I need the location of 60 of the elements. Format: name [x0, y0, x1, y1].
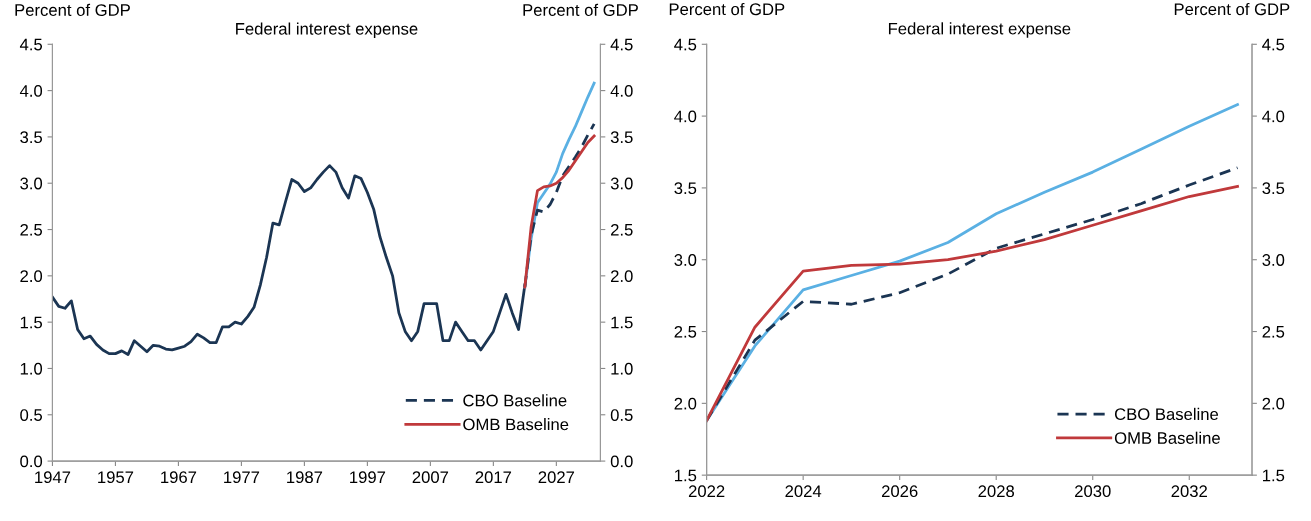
y-axis-title: Percent of GDP [669, 2, 785, 16]
y2-tick-label: 3.5 [1262, 182, 1285, 195]
y2-tick-label: 3.0 [610, 177, 633, 190]
x-tick-label: 1957 [98, 471, 134, 484]
y2-tick-label: 2.0 [611, 270, 633, 283]
y2-tick-label: 1.0 [611, 362, 633, 375]
line-series [706, 103, 1239, 422]
x-tick-label: 1977 [224, 471, 260, 484]
y-tick-label: 4.5 [19, 38, 43, 51]
y-tick-label: 1.5 [675, 469, 697, 482]
x-tick-label: 2030 [1075, 485, 1111, 498]
legend-label: CBO Baseline [1114, 407, 1219, 421]
x-tick-label: 2027 [538, 471, 575, 484]
y-tick-label: 2.0 [674, 397, 697, 410]
y2-tick-label: 4.5 [1262, 38, 1285, 51]
x-tick-label: 1947 [35, 471, 71, 484]
chart-title: Federal interest expense [236, 22, 418, 39]
y-tick-label: 3.0 [20, 177, 43, 190]
y-tick-label: 0.0 [20, 455, 43, 468]
y2-tick-label: 3.0 [1262, 254, 1285, 266]
x-tick-label: 2007 [412, 471, 449, 484]
y2-tick-label: 0.0 [610, 455, 633, 468]
y2-tick-label: 4.5 [610, 38, 633, 51]
y-tick-label: 3.5 [674, 182, 697, 195]
y-tick-label: 2.5 [20, 223, 43, 236]
y2-tick-label: 2.5 [611, 223, 633, 236]
legend-label: CBO Baseline [463, 394, 567, 407]
y2-tick-label: 1.5 [1263, 469, 1285, 482]
y2-axis-title: Percent of GDP [523, 3, 638, 16]
x-tick-label: 2022 [688, 485, 725, 498]
y-tick-label: 4.5 [674, 38, 697, 51]
y2-tick-label: 1.5 [611, 316, 633, 329]
y2-tick-label: 2.5 [1262, 325, 1285, 338]
y-tick-label: 3.0 [674, 254, 697, 266]
x-tick-label: 2026 [881, 485, 918, 498]
y2-tick-label: 4.0 [610, 85, 633, 97]
legend-label: OMB Baseline [1114, 431, 1220, 444]
y2-tick-label: 3.5 [610, 131, 633, 144]
y-tick-label: 4.0 [674, 110, 697, 123]
x-tick-label: 2032 [1171, 485, 1207, 498]
x-tick-label: 2028 [978, 485, 1015, 498]
y-tick-label: 2.5 [674, 325, 697, 338]
x-tick-label: 2017 [475, 471, 512, 484]
x-tick-label: 1987 [287, 471, 323, 484]
y-tick-label: 0.5 [20, 409, 43, 421]
y-tick-label: 2.0 [20, 270, 43, 283]
x-tick-label: 2024 [785, 485, 822, 498]
x-tick-label: 1967 [161, 471, 197, 484]
chart-title: Federal interest expense [888, 22, 1071, 38]
legend-label: OMB Baseline [463, 418, 569, 431]
x-tick-label: 1997 [350, 471, 386, 484]
y2-tick-label: 4.0 [1262, 110, 1285, 123]
y-tick-label: 3.5 [20, 131, 43, 144]
y-tick-label: 1.5 [20, 316, 43, 329]
y-tick-label: 1.0 [20, 362, 43, 375]
y2-tick-label: 2.0 [1262, 397, 1285, 410]
y-tick-label: 4.0 [19, 85, 43, 97]
y-axis-title: Percent of GDP [15, 3, 130, 16]
y2-tick-label: 0.5 [610, 409, 633, 421]
y2-axis-title: Percent of GDP [1174, 2, 1290, 16]
